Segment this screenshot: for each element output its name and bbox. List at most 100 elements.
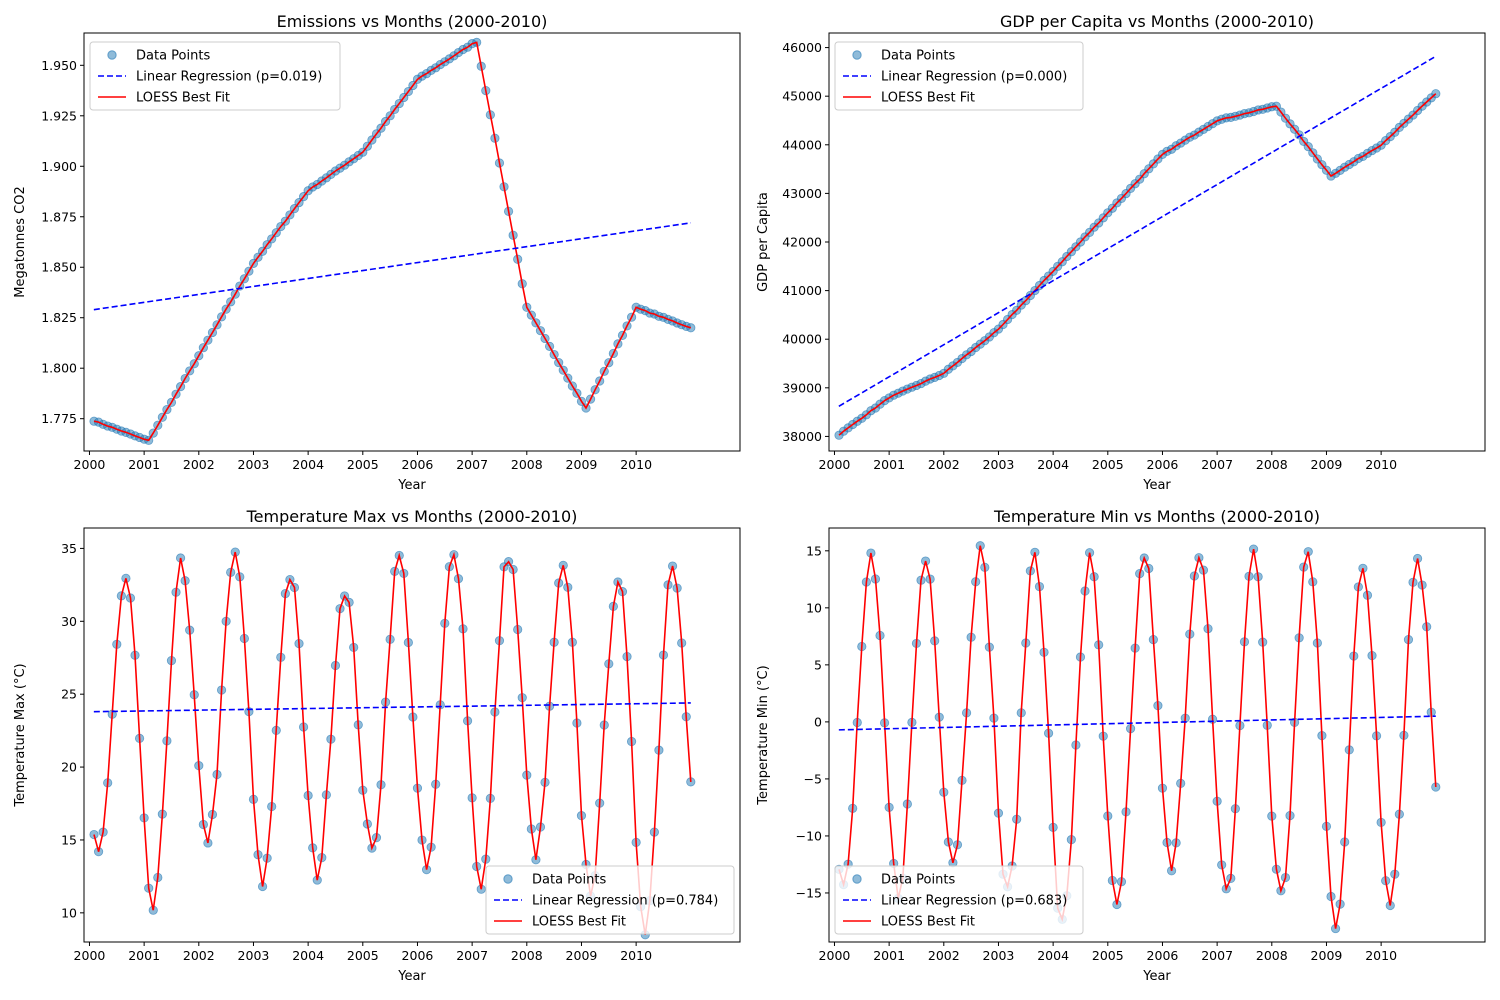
legend: Data Points Linear Regression (p=0.784) LO… [485, 865, 735, 935]
x-tick-label: 2007 [1201, 948, 1233, 963]
loess-line [838, 545, 1437, 929]
y-tick-label: 0 [814, 714, 822, 729]
x-tick-label: 2007 [1201, 457, 1233, 472]
x-tick-label: 2009 [566, 457, 598, 472]
y-tick-label: 1.825 [41, 310, 77, 325]
x-tick-label: 2000 [74, 457, 106, 472]
axes-frame [83, 527, 741, 943]
x-tick-label: 2003 [238, 948, 270, 963]
x-tick-label: 2009 [1311, 948, 1343, 963]
y-tick-label: 1.875 [41, 209, 77, 224]
x-tick-label: 2000 [819, 948, 851, 963]
y-tick-label: 30 [61, 614, 77, 629]
y-tick-label: −10 [796, 828, 822, 843]
regression-line [838, 715, 1436, 731]
x-tick-label: 2006 [1147, 457, 1179, 472]
chart-panel-3: Temperature Max vs Months (2000-2010) 200… [13, 507, 741, 984]
y-tick-label: 25 [61, 687, 77, 702]
x-tick-label: 2003 [238, 457, 270, 472]
x-tick-label: 2001 [128, 457, 160, 472]
legend-label: Data Points [881, 873, 955, 888]
x-tick-label: 2007 [456, 948, 488, 963]
legend-marker-points [852, 874, 862, 884]
x-tick-label: 2008 [1256, 948, 1288, 963]
y-tick-label: 46000 [782, 40, 822, 55]
x-tick-label: 2003 [983, 457, 1015, 472]
y-axis-label: Temperature Max (°C) [13, 663, 28, 807]
x-tick-label: 2009 [566, 948, 598, 963]
y-tick-label: 15 [61, 832, 77, 847]
axes-frame [828, 527, 1486, 943]
x-tick-label: 2001 [873, 948, 905, 963]
y-tick-label: 41000 [782, 283, 822, 298]
chart-title: Emissions vs Months (2000-2010) [277, 12, 548, 31]
y-tick-label: 1.775 [41, 411, 77, 426]
y-tick-label: 45000 [782, 89, 822, 104]
y-tick-label: 1.900 [41, 159, 77, 174]
legend-label: Data Points [532, 873, 606, 888]
legend-label: Linear Regression (p=0.683) [881, 894, 1067, 909]
x-tick-label: 2006 [402, 948, 434, 963]
legend-label: LOESS Best Fit [532, 915, 626, 930]
x-tick-label: 2000 [819, 457, 851, 472]
x-tick-label: 2007 [456, 457, 488, 472]
y-tick-label: 38000 [782, 429, 822, 444]
y-axis-label: GDP per Capita [756, 192, 771, 292]
legend: Data Points Linear Regression (p=0.000) LO… [834, 41, 1084, 111]
x-tick-label: 2002 [928, 457, 960, 472]
chart-title: Temperature Min vs Months (2000-2010) [993, 507, 1320, 526]
regression-line [93, 222, 691, 311]
chart-panel-4: Temperature Min vs Months (2000-2010) 200… [756, 507, 1486, 984]
legend-marker-points [503, 874, 513, 884]
x-tick-label: 2008 [511, 457, 543, 472]
y-tick-label: 1.950 [41, 58, 77, 73]
x-tick-label: 2005 [347, 457, 379, 472]
y-tick-label: 10 [61, 905, 77, 920]
x-tick-label: 2005 [1092, 948, 1124, 963]
x-axis-label: Year [1142, 478, 1171, 493]
legend-label: LOESS Best Fit [881, 91, 975, 106]
x-tick-label: 2002 [928, 948, 960, 963]
regression-line [93, 702, 691, 713]
x-tick-label: 2001 [873, 457, 905, 472]
y-tick-label: 1.925 [41, 108, 77, 123]
x-tick-label: 2002 [183, 457, 215, 472]
legend-label: Linear Regression (p=0.019) [136, 70, 322, 85]
x-tick-label: 2005 [1092, 457, 1124, 472]
y-tick-label: 20 [61, 760, 77, 775]
x-tick-label: 2008 [511, 948, 543, 963]
loess-line [93, 41, 692, 442]
x-axis-label: Year [1142, 969, 1171, 984]
y-tick-label: 44000 [782, 137, 822, 152]
legend-box [89, 41, 341, 111]
data-point [89, 829, 99, 840]
x-tick-label: 2001 [128, 948, 160, 963]
x-axis-label: Year [397, 478, 426, 493]
x-tick-label: 2010 [1365, 948, 1397, 963]
y-tick-label: 35 [61, 541, 77, 556]
x-tick-label: 2004 [292, 457, 324, 472]
x-tick-label: 2005 [347, 948, 379, 963]
x-tick-label: 2006 [402, 457, 434, 472]
plot-area [834, 541, 1441, 934]
x-tick-label: 2010 [620, 457, 652, 472]
x-axis-label: Year [397, 969, 426, 984]
x-tick-label: 2010 [620, 948, 652, 963]
legend-box [485, 865, 735, 935]
y-tick-label: −5 [804, 771, 822, 786]
legend-marker-points [852, 50, 862, 60]
legend-label: Data Points [881, 49, 955, 64]
regression-line [838, 55, 1437, 407]
y-tick-label: 10 [806, 600, 822, 615]
x-tick-label: 2009 [1311, 457, 1343, 472]
legend-box [834, 865, 1084, 935]
chart-panel-1: Emissions vs Months (2000-2010) 2000 2001 2… [13, 12, 741, 493]
x-tick-label: 2003 [983, 948, 1015, 963]
chart-title: Temperature Max vs Months (2000-2010) [246, 507, 578, 526]
x-tick-label: 2004 [292, 948, 324, 963]
x-tick-label: 2010 [1365, 457, 1397, 472]
y-tick-label: 40000 [782, 332, 822, 347]
chart-title: GDP per Capita vs Months (2000-2010) [1000, 12, 1314, 31]
y-tick-label: 42000 [782, 235, 822, 250]
